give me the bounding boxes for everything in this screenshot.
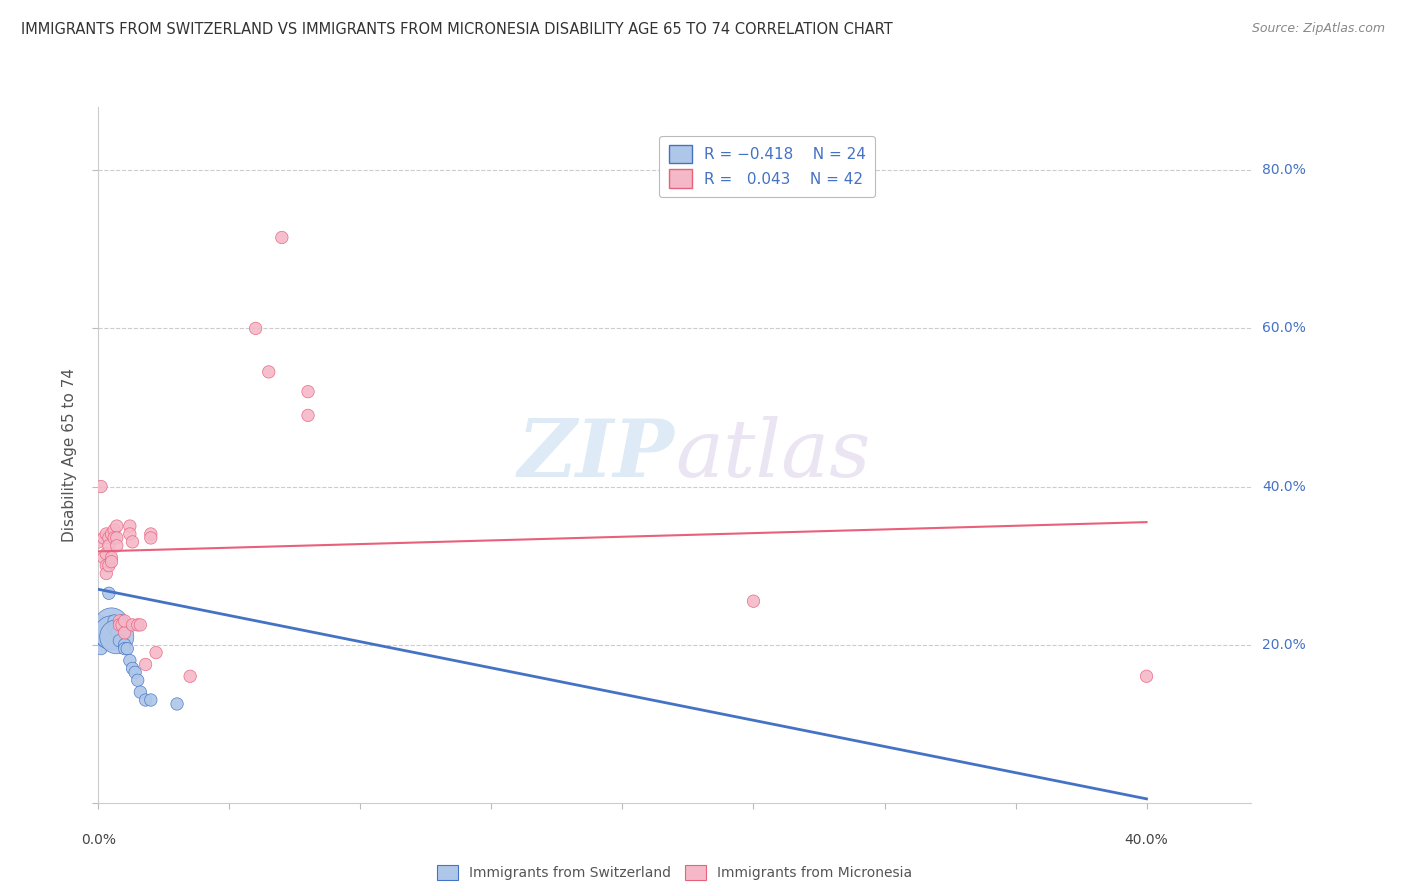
Point — [145, 646, 167, 660]
Legend: Immigrants from Switzerland, Immigrants from Micronesia: Immigrants from Switzerland, Immigrants … — [430, 858, 920, 888]
Point — [97, 531, 120, 545]
Point — [108, 614, 131, 628]
Point — [121, 661, 143, 675]
Point — [97, 539, 120, 553]
Point — [105, 531, 128, 545]
Point — [100, 618, 122, 632]
Point — [105, 630, 128, 644]
Point — [90, 641, 112, 656]
Point — [121, 618, 143, 632]
Point — [103, 622, 125, 636]
Point — [90, 479, 112, 493]
Point — [103, 614, 125, 628]
Point — [105, 625, 128, 640]
Text: 40.0%: 40.0% — [1125, 833, 1168, 847]
Text: Source: ZipAtlas.com: Source: ZipAtlas.com — [1251, 22, 1385, 36]
Point — [270, 230, 292, 244]
Point — [87, 618, 110, 632]
Point — [93, 550, 115, 565]
Point — [103, 523, 125, 537]
Point — [135, 693, 157, 707]
Point — [117, 641, 138, 656]
Point — [111, 618, 134, 632]
Point — [114, 625, 136, 640]
Point — [127, 673, 149, 688]
Text: IMMIGRANTS FROM SWITZERLAND VS IMMIGRANTS FROM MICRONESIA DISABILITY AGE 65 TO 7: IMMIGRANTS FROM SWITZERLAND VS IMMIGRANT… — [21, 22, 893, 37]
Point — [742, 594, 765, 608]
Point — [96, 527, 118, 541]
Text: 60.0%: 60.0% — [1263, 321, 1306, 335]
Point — [114, 614, 136, 628]
Point — [100, 555, 122, 569]
Point — [96, 558, 118, 573]
Point — [118, 527, 141, 541]
Point — [257, 365, 280, 379]
Point — [96, 622, 118, 636]
Point — [97, 586, 120, 600]
Point — [97, 558, 120, 573]
Text: 40.0%: 40.0% — [1263, 480, 1306, 493]
Point — [297, 384, 319, 399]
Point — [135, 657, 157, 672]
Point — [96, 566, 118, 581]
Point — [105, 519, 128, 533]
Point — [108, 618, 131, 632]
Point — [1135, 669, 1157, 683]
Point — [124, 665, 146, 680]
Point — [166, 697, 188, 711]
Point — [114, 638, 136, 652]
Point — [297, 409, 319, 423]
Point — [100, 527, 122, 541]
Text: 80.0%: 80.0% — [1263, 163, 1306, 178]
Point — [118, 519, 141, 533]
Point — [245, 321, 267, 335]
Point — [139, 531, 162, 545]
Point — [103, 531, 125, 545]
Text: 20.0%: 20.0% — [1263, 638, 1306, 652]
Point — [93, 633, 115, 648]
Point — [139, 527, 162, 541]
Text: ZIP: ZIP — [517, 417, 675, 493]
Point — [111, 614, 134, 628]
Point — [87, 534, 110, 549]
Point — [105, 539, 128, 553]
Point — [129, 685, 152, 699]
Point — [118, 653, 141, 667]
Point — [127, 618, 149, 632]
Point — [100, 550, 122, 565]
Point — [129, 618, 152, 632]
Point — [139, 693, 162, 707]
Point — [100, 625, 122, 640]
Point — [179, 669, 201, 683]
Text: atlas: atlas — [675, 417, 870, 493]
Text: 0.0%: 0.0% — [82, 833, 115, 847]
Point — [114, 641, 136, 656]
Point — [108, 633, 131, 648]
Point — [121, 534, 143, 549]
Y-axis label: Disability Age 65 to 74: Disability Age 65 to 74 — [62, 368, 77, 542]
Point — [93, 531, 115, 545]
Point — [96, 547, 118, 561]
